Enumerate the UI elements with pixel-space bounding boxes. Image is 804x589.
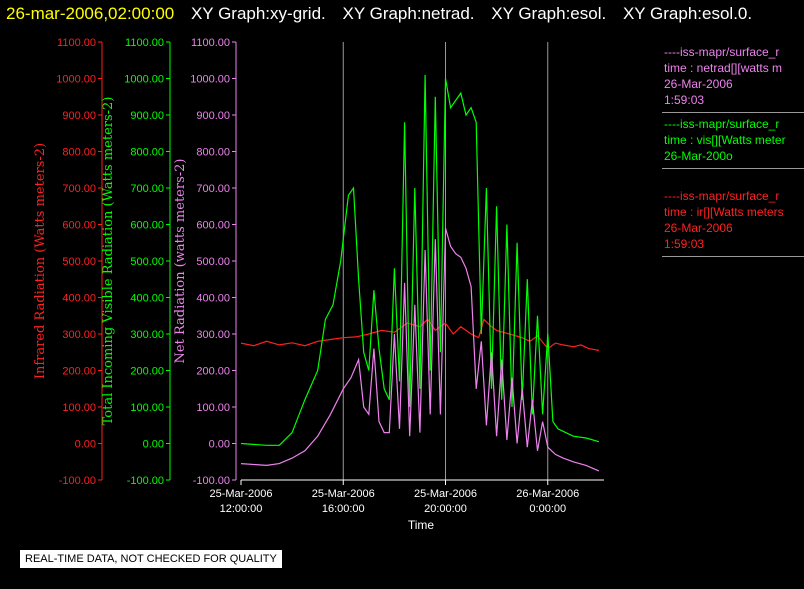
legend-entry-ir: ----iss-mapr/surface_r time : ir[][Watts… bbox=[664, 188, 784, 252]
y-axis-2-tick-label: 700.00 bbox=[196, 183, 230, 195]
y-axis-0-tick-label: 600.00 bbox=[62, 220, 96, 232]
legend-net-line-1: ----iss-mapr/surface_r bbox=[664, 45, 780, 59]
y-axis-1-tick-label: 600.00 bbox=[130, 220, 164, 232]
y-axis-0-tick-label: 1100.00 bbox=[57, 37, 96, 49]
quality-note: REAL-TIME DATA, NOT CHECKED FOR QUALITY bbox=[20, 550, 282, 568]
y-axis-1-label: Total Incoming Visible Radiation (Watts … bbox=[101, 97, 116, 426]
y-axis-1-tick-label: 100.00 bbox=[130, 402, 164, 414]
y-axis-1-tick-label: 900.00 bbox=[130, 110, 164, 122]
graph-title-3: XY Graph:esol. bbox=[491, 4, 607, 23]
timestamp: 26-mar-2006,02:00:00 bbox=[6, 4, 175, 23]
y-axis-0-tick-label: 200.00 bbox=[62, 366, 96, 378]
y-axis-2-tick-label: -100.00 bbox=[193, 475, 230, 487]
legend-separator-2 bbox=[662, 256, 804, 257]
series-line-net bbox=[240, 228, 600, 472]
y-axis-1-tick-label: 800.00 bbox=[130, 147, 164, 159]
y-axis-1-tick-label: 700.00 bbox=[130, 183, 164, 195]
graph-title-1: XY Graph:xy-grid. bbox=[190, 4, 326, 23]
legend-entry-net: ----iss-mapr/surface_r time : netrad[][w… bbox=[664, 44, 782, 108]
x-tick-time-2: 20:00:00 bbox=[424, 503, 467, 515]
legend-ir-line-1: ----iss-mapr/surface_r bbox=[664, 189, 780, 203]
x-tick-date-3: 26-Mar-2006 bbox=[516, 488, 579, 500]
y-axis-0-tick-label: 900.00 bbox=[62, 110, 96, 122]
y-axis-2-tick-label: 800.00 bbox=[196, 147, 230, 159]
legend-ir-line-2: time : ir[][Watts meters bbox=[664, 205, 784, 219]
graph-title-2: XY Graph:netrad. bbox=[342, 4, 475, 23]
y-axis-1-tick-label: 300.00 bbox=[130, 329, 164, 341]
y-axis-0-tick-label: 100.00 bbox=[62, 402, 96, 414]
y-axis-2-tick-label: 500.00 bbox=[196, 256, 230, 268]
x-tick-time-3: 0:00:00 bbox=[529, 503, 566, 515]
y-axis-0-tick-label: 0.00 bbox=[75, 439, 96, 451]
y-axis-2-tick-label: 300.00 bbox=[196, 329, 230, 341]
legend-separator-1 bbox=[662, 168, 804, 169]
y-axis-0-tick-label: 1000.00 bbox=[56, 74, 96, 86]
legend-ir-line-4: 1:59:03 bbox=[664, 237, 705, 251]
y-axis-0-tick-label: 400.00 bbox=[62, 293, 96, 305]
y-axis-1-tick-label: 0.00 bbox=[143, 439, 164, 451]
x-tick-date-2: 25-Mar-2006 bbox=[414, 488, 477, 500]
legend-net-line-4: 1:59:03 bbox=[664, 93, 705, 107]
y-axis-0-tick-label: 500.00 bbox=[62, 256, 96, 268]
y-axis-2-tick-label: 200.00 bbox=[196, 366, 230, 378]
legend-ir-line-3: 26-Mar-2006 bbox=[664, 221, 733, 235]
y-axis-1-tick-label: 1100.00 bbox=[125, 37, 164, 49]
series bbox=[240, 74, 600, 472]
y-axis-0-label: Infrared Radiation (Watts meters-2) bbox=[33, 143, 48, 379]
y-axis-2-tick-label: 400.00 bbox=[196, 293, 230, 305]
x-tick-date-1: 25-Mar-2006 bbox=[312, 488, 375, 500]
y-axis-1-tick-label: 500.00 bbox=[130, 256, 164, 268]
y-axis-0-tick-label: -100.00 bbox=[59, 475, 96, 487]
y-axis-2-label: Net Radiation (watts meters-2) bbox=[173, 159, 188, 364]
x-tick-time-1: 16:00:00 bbox=[322, 503, 365, 515]
legend-vis-line-1: ----iss-mapr/surface_r bbox=[664, 117, 780, 131]
y-axis-2-tick-label: 100.00 bbox=[196, 402, 230, 414]
legend-net-line-2: time : netrad[][watts m bbox=[664, 61, 783, 75]
y-axis-2-tick-label: 1100.00 bbox=[191, 37, 230, 49]
y-axis-0-tick-label: 700.00 bbox=[62, 183, 96, 195]
y-axis-0-tick-label: 800.00 bbox=[62, 147, 96, 159]
legend-net-line-3: 26-Mar-2006 bbox=[664, 77, 733, 91]
series-line-vis bbox=[240, 74, 600, 446]
title-bar: 26-mar-2006,02:00:00 XY Graph:xy-grid. X… bbox=[0, 0, 804, 28]
y-axis-2-tick-label: 0.00 bbox=[209, 439, 230, 451]
y-axis-1-tick-label: 400.00 bbox=[130, 293, 164, 305]
legend-vis-line-2: time : vis[][Watts meter bbox=[664, 133, 786, 147]
legend-vis-line-3: 26-Mar-200o bbox=[664, 149, 733, 163]
y-axis-1-tick-label: 1000.00 bbox=[124, 74, 164, 86]
series-line-ir bbox=[240, 318, 600, 351]
y-axis-1-tick-label: 200.00 bbox=[130, 366, 164, 378]
legend-entry-vis: ----iss-mapr/surface_r time : vis[][Watt… bbox=[664, 116, 786, 164]
y-axis-1-tick-label: -100.00 bbox=[127, 475, 164, 487]
x-tick-date-0: 25-Mar-2006 bbox=[210, 488, 273, 500]
legend-separator-0 bbox=[662, 112, 804, 113]
graph-title-4: XY Graph:esol.0. bbox=[622, 4, 753, 23]
y-axis-0-tick-label: 300.00 bbox=[62, 329, 96, 341]
axes: 1100.00 1000.00 900.00 800.00 700.00 600.00 50… bbox=[33, 37, 604, 532]
x-tick-time-0: 12:00:00 bbox=[220, 503, 263, 515]
x-axis-label: Time bbox=[408, 518, 435, 532]
y-axis-2-tick-label: 900.00 bbox=[196, 110, 230, 122]
y-axis-2-tick-label: 1000.00 bbox=[190, 74, 230, 86]
xy-chart: 1100.00 1000.00 900.00 800.00 700.00 600.00 50… bbox=[33, 37, 604, 532]
y-axis-2-tick-label: 600.00 bbox=[196, 220, 230, 232]
